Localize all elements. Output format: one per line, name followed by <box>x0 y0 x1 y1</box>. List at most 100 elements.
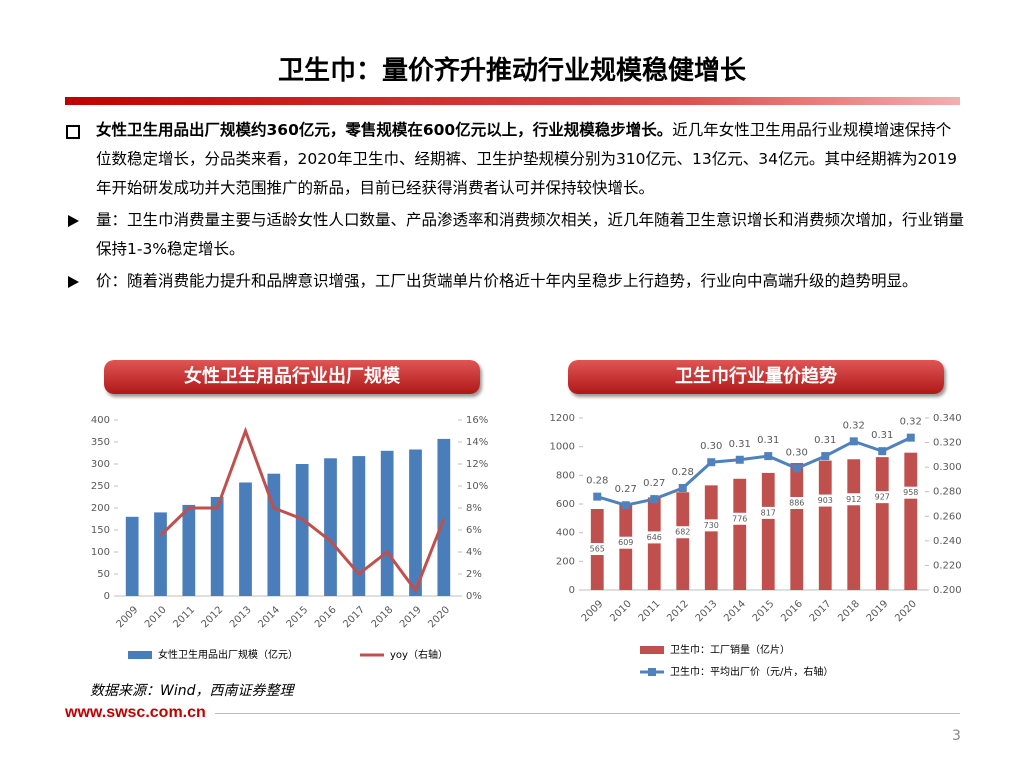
bullet-bold: 女性卫生用品出厂规模约360亿元，零售规模在600亿元以上，行业规模稳步增长。 <box>96 121 673 139</box>
x-tick-label: 2011 <box>637 598 663 624</box>
y-tick-label: 400 <box>556 528 575 539</box>
y-tick-label: 300 <box>91 459 110 470</box>
x-tick-label: 2015 <box>751 598 777 624</box>
bar-label: 682 <box>675 528 690 537</box>
bar-label: 912 <box>846 495 861 504</box>
bar <box>380 450 394 596</box>
bar-label: 730 <box>704 521 719 530</box>
marker <box>764 452 773 461</box>
x-tick-label: 2013 <box>228 604 254 630</box>
y2-tick-label: 0.260 <box>933 511 962 522</box>
footer-line <box>215 713 960 714</box>
bar <box>352 456 366 596</box>
legend-label: 卫生巾：工厂销量（亿片） <box>670 643 790 656</box>
bar <box>790 463 804 590</box>
chart-title: 女性卫生用品行业出厂规模 <box>104 360 480 394</box>
x-tick-label: 2019 <box>865 598 891 624</box>
x-tick-label: 2014 <box>722 598 748 624</box>
bar <box>818 460 832 590</box>
bullet: 价：随着消费能力提升和品牌意识增强，工厂出货端单片价格近十年内呈稳步上行趋势，行… <box>66 267 966 296</box>
bar <box>182 504 196 596</box>
bar-label: 776 <box>732 514 747 523</box>
line-label: 0.30 <box>700 441 722 452</box>
marker <box>906 433 915 442</box>
marker <box>821 452 830 461</box>
x-tick-label: 2013 <box>694 598 720 624</box>
legend-label: 女性卫生用品出厂规模（亿元） <box>158 648 298 661</box>
x-tick-label: 2017 <box>341 604 367 630</box>
bar-label: 903 <box>818 496 833 505</box>
bullet-icon <box>68 276 79 288</box>
x-tick-label: 2015 <box>285 604 311 630</box>
bar <box>733 478 747 590</box>
line <box>159 426 446 594</box>
marker <box>650 495 659 504</box>
x-tick-label: 2018 <box>370 604 396 630</box>
marker <box>849 437 858 446</box>
y2-tick-label: 6% <box>466 525 482 536</box>
y-tick-label: 800 <box>556 470 575 481</box>
x-tick-label: 2017 <box>808 598 834 624</box>
label-bg <box>783 497 810 510</box>
y2-tick-label: 0% <box>466 591 482 602</box>
line-label: 0.28 <box>586 476 608 487</box>
bar <box>904 452 918 590</box>
bar <box>761 472 775 590</box>
y2-tick-label: 8% <box>466 503 482 514</box>
y-tick-label: 0 <box>104 591 110 602</box>
bar-label: 886 <box>789 499 804 508</box>
bullet: 量：卫生巾消费量主要与适龄女性人口数量、产品渗透率和消费频次相关，近几年随着卫生… <box>66 206 966 264</box>
bar-label: 927 <box>875 493 890 502</box>
legend-label: yoy（右轴） <box>390 648 448 661</box>
footer-url: www.swsc.com.cn <box>65 704 206 721</box>
bar <box>409 449 422 596</box>
label-bg <box>840 493 867 506</box>
y-tick-label: 200 <box>556 556 575 567</box>
y2-tick-label: 0.300 <box>933 462 962 473</box>
y-tick-label: 200 <box>91 503 110 514</box>
y-tick-label: 600 <box>556 499 575 510</box>
legend-label: 卫生巾：平均出厂价（元/片，右轴） <box>670 665 833 678</box>
legend-marker <box>648 668 656 676</box>
line-label: 0.31 <box>729 439 751 450</box>
marker <box>792 464 801 473</box>
bar <box>676 492 690 590</box>
label-bg <box>669 526 696 539</box>
bullet-icon <box>66 125 80 139</box>
label-bg <box>755 506 782 519</box>
y-tick-label: 0 <box>569 585 575 596</box>
line-label: 0.31 <box>871 430 893 441</box>
label-bg <box>869 491 896 504</box>
bullet-icon <box>68 215 79 227</box>
marker <box>593 492 602 501</box>
x-tick-label: 2012 <box>200 604 226 630</box>
legend-swatch <box>640 646 664 654</box>
marker <box>707 458 716 467</box>
x-tick-label: 2018 <box>836 598 862 624</box>
x-tick-label: 2014 <box>256 604 282 630</box>
label-bg <box>698 519 725 532</box>
line-label: 0.28 <box>672 467 694 478</box>
bar <box>239 482 252 596</box>
slide-title: 卫生巾：量价齐升推动行业规模稳健增长 <box>277 56 746 86</box>
marker <box>621 501 630 510</box>
line-label: 0.31 <box>757 435 779 446</box>
line-label: 0.27 <box>643 478 665 489</box>
bar-label: 817 <box>761 508 776 517</box>
bullet-text: 量：卫生巾消费量主要与适龄女性人口数量、产品渗透率和消费频次相关，近几年随着卫生… <box>96 211 965 258</box>
legend-swatch <box>128 651 152 659</box>
y-tick-label: 1200 <box>550 413 575 424</box>
y2-tick-label: 0.240 <box>933 536 962 547</box>
line <box>596 436 912 507</box>
line-label: 0.32 <box>843 420 865 431</box>
label-bg <box>641 531 668 544</box>
y-tick-label: 100 <box>91 547 110 558</box>
line-label: 0.32 <box>900 417 922 428</box>
x-tick-label: 2020 <box>426 604 452 630</box>
x-tick-label: 2016 <box>779 598 805 624</box>
x-tick-label: 2011 <box>171 604 197 630</box>
page-number: 3 <box>952 728 961 744</box>
bar-label: 609 <box>618 538 633 547</box>
